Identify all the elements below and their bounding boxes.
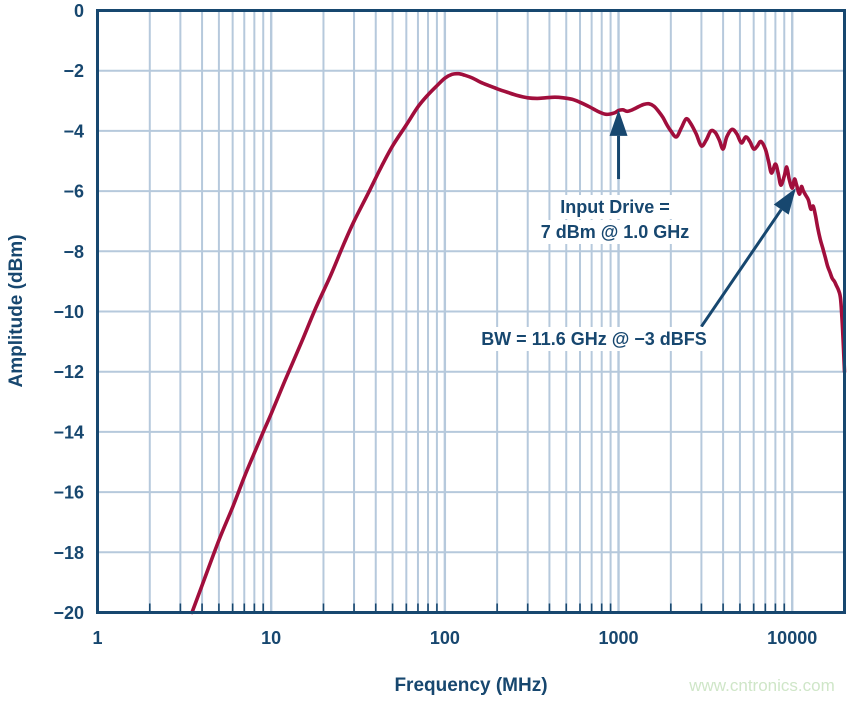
annotation-text-backdrop xyxy=(475,327,713,351)
annotation-text-backdrop xyxy=(534,220,696,244)
input-drive-arrow-head xyxy=(609,109,628,136)
bandwidth-label: BW = 11.6 GHz @ −3 dBFS xyxy=(481,329,707,349)
x-tick-label: 1000 xyxy=(599,628,639,648)
plot-frame xyxy=(96,9,846,614)
y-tick-label: −2 xyxy=(63,61,84,81)
major-y-gridlines xyxy=(97,69,845,554)
y-tick-label: −4 xyxy=(63,121,84,141)
amplitude-response-curve xyxy=(190,71,847,615)
annotation-input-drive: Input Drive = 7 dBm @ 1.0 GHz xyxy=(534,109,696,244)
x-tick-label: 10000 xyxy=(767,628,817,648)
y-tick-label: −6 xyxy=(63,182,84,202)
y-axis-title: Amplitude (dBm) xyxy=(6,234,27,387)
input-drive-label-line1: Input Drive = xyxy=(560,197,670,217)
x-axis-tick-labels: 1 10 100 1000 10000 xyxy=(92,628,817,648)
watermark: www.cntronics.com xyxy=(688,676,834,695)
bandwidth-arrow-head xyxy=(773,188,796,215)
annotation-text-backdrop xyxy=(554,195,676,219)
y-axis-tick-labels: 0 −2 −4 −6 −8 −10 −12 −14 −16 −18 −20 xyxy=(53,1,84,623)
y-tick-label: −8 xyxy=(63,242,84,262)
y-tick-label: −20 xyxy=(53,603,84,623)
input-drive-label-line2: 7 dBm @ 1.0 GHz xyxy=(541,222,690,242)
x-tick-label: 1 xyxy=(92,628,102,648)
x-axis-title: Frequency (MHz) xyxy=(394,675,547,696)
y-tick-label: 0 xyxy=(74,1,84,21)
x-tick-label: 100 xyxy=(430,628,460,648)
y-tick-label: −16 xyxy=(53,483,84,503)
y-tick-label: −12 xyxy=(53,362,84,382)
annotation-bandwidth: BW = 11.6 GHz @ −3 dBFS xyxy=(475,188,796,351)
y-tick-label: −18 xyxy=(53,543,84,563)
y-tick-label: −10 xyxy=(53,302,84,322)
bandwidth-arrow-line xyxy=(700,208,783,328)
x-tick-label: 10 xyxy=(261,628,281,648)
y-tick-label: −14 xyxy=(53,422,84,442)
